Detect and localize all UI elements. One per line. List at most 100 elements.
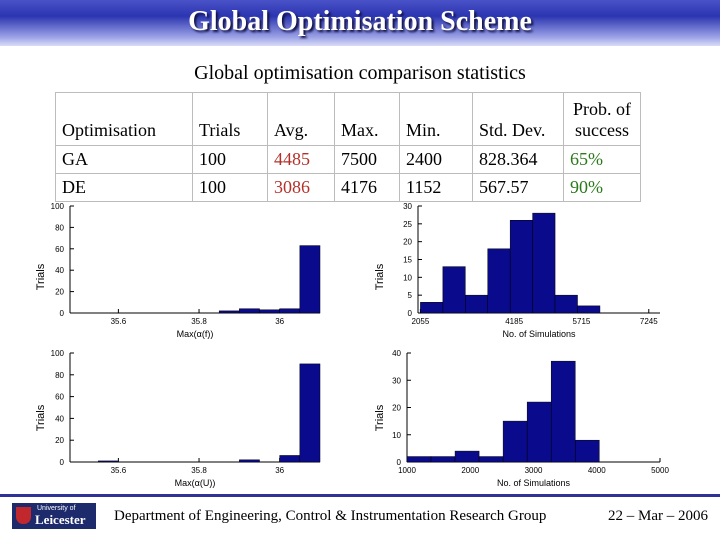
col-header-min: Min. [399, 92, 473, 146]
y-tick-label: 0 [397, 458, 402, 467]
x-tick-label: 35.6 [111, 466, 127, 475]
shield-icon [16, 507, 31, 524]
footer-divider [0, 494, 720, 497]
logo-main-text: Leicester [35, 512, 86, 527]
x-axis-label: Max(α(U)) [175, 478, 216, 488]
footer-date: 22 – Mar – 2006 [608, 508, 708, 524]
histogram-bar [554, 294, 578, 314]
y-tick-label: 100 [51, 202, 65, 211]
col-header-optimisation: Optimisation [55, 92, 193, 146]
stats-table: Optimisation Trials Avg. Max. Min. Std. … [55, 92, 641, 202]
page-title: Global Optimisation Scheme [188, 6, 532, 37]
cell-std-dev: 828.364 [472, 145, 564, 174]
histogram-bar [502, 420, 528, 463]
y-axis-label: Trials [374, 263, 386, 290]
cell-max: 4176 [334, 173, 400, 202]
histogram-bar [487, 248, 511, 314]
cell-avg: 4485 [267, 145, 335, 174]
x-tick-label: 35.6 [111, 317, 127, 326]
col-header-max: Max. [334, 92, 400, 146]
x-tick-label: 2055 [412, 317, 430, 326]
histogram-de-max-alpha: 0 20 40 60 80 100 35.6 35.8 36 Max(α(U)) Trials [35, 349, 321, 488]
histogram-bar [442, 266, 466, 314]
footer-department: Department of Engineering, Control & Ins… [114, 508, 547, 524]
y-tick-label: 20 [392, 404, 401, 413]
histogram-bar [406, 456, 432, 463]
y-tick-label: 10 [403, 273, 412, 282]
histogram-bar [299, 245, 321, 314]
histogram-bar [239, 459, 260, 463]
x-tick-label: 4000 [588, 466, 606, 475]
histogram-bar [454, 450, 480, 463]
x-tick-label: 3000 [525, 466, 543, 475]
y-tick-label: 60 [55, 393, 64, 402]
cell-min: 2400 [399, 145, 473, 174]
histogram-bar [430, 456, 456, 463]
y-tick-label: 80 [55, 371, 64, 380]
y-tick-label: 30 [392, 376, 401, 385]
x-tick-label: 36 [275, 317, 284, 326]
histogram-bar [97, 460, 119, 463]
title-bar: Global Optimisation Scheme [0, 0, 720, 46]
histogram-bar [465, 294, 488, 314]
y-tick-label: 40 [55, 414, 64, 423]
col-header-trials: Trials [192, 92, 268, 146]
y-axis-label: Trials [35, 263, 47, 290]
table-row: GA 100 4485 7500 2400 828.364 65% [55, 145, 641, 174]
x-tick-label: 5715 [573, 317, 591, 326]
y-tick-label: 30 [403, 202, 412, 211]
y-tick-label: 40 [392, 349, 401, 358]
y-tick-label: 20 [55, 288, 64, 297]
y-tick-label: 5 [408, 291, 413, 300]
x-axis-label: No. of Simulations [497, 478, 571, 488]
y-tick-label: 0 [408, 309, 413, 318]
cell-method: GA [55, 145, 193, 174]
y-tick-label: 20 [403, 238, 412, 247]
y-tick-label: 100 [51, 349, 65, 358]
cell-prob-success: 90% [563, 173, 641, 202]
y-axis-label: Trials [374, 404, 386, 431]
histogram-bar [279, 455, 301, 463]
y-tick-label: 25 [403, 220, 412, 229]
histogram-bar [279, 308, 301, 314]
histogram-bar [526, 401, 552, 463]
logo-top-text: University of [37, 505, 76, 512]
table-caption: Global optimisation comparison statistic… [194, 62, 526, 84]
x-axis-label: Max(α(f)) [177, 329, 214, 339]
table-row: DE 100 3086 4176 1152 567.57 90% [55, 173, 641, 202]
col-header-std-dev: Std. Dev. [472, 92, 564, 146]
histogram-bar [478, 456, 504, 463]
histogram-bar [420, 302, 444, 314]
histogram-bar [259, 309, 280, 314]
y-axis-label: Trials [35, 404, 47, 431]
histogram-bar [550, 360, 576, 463]
histogram-ga-simulations: 0 5 10 15 20 25 30 2055 4185 5715 7245 No. of Simul… [374, 202, 660, 339]
x-tick-label: 1000 [398, 466, 416, 475]
y-tick-label: 10 [392, 431, 401, 440]
x-axis-label: No. of Simulations [502, 329, 576, 339]
y-tick-label: 40 [55, 266, 64, 275]
y-tick-label: 0 [60, 309, 65, 318]
y-tick-label: 80 [55, 223, 64, 232]
col-header-prob-line2: success [575, 120, 629, 140]
histogram-bar [532, 212, 556, 314]
x-tick-label: 2000 [461, 466, 479, 475]
x-tick-label: 36 [275, 466, 284, 475]
col-header-avg: Avg. [267, 92, 335, 146]
x-tick-label: 4185 [505, 317, 523, 326]
histogram-bar [299, 363, 321, 463]
cell-trials: 100 [192, 173, 268, 202]
cell-max: 7500 [334, 145, 400, 174]
col-header-prob-success: Prob. of success [563, 92, 641, 146]
histogram-bar [574, 439, 600, 463]
y-tick-label: 0 [60, 458, 65, 467]
x-tick-label: 35.8 [191, 317, 207, 326]
col-header-prob-line1: Prob. of [573, 99, 631, 119]
histogram-bar [218, 310, 240, 314]
table-header-row: Optimisation Trials Avg. Max. Min. Std. … [55, 92, 641, 146]
x-tick-label: 7245 [640, 317, 658, 326]
y-tick-label: 60 [55, 245, 64, 254]
histogram-bar [239, 308, 260, 314]
x-tick-label: 35.8 [191, 466, 207, 475]
cell-trials: 100 [192, 145, 268, 174]
